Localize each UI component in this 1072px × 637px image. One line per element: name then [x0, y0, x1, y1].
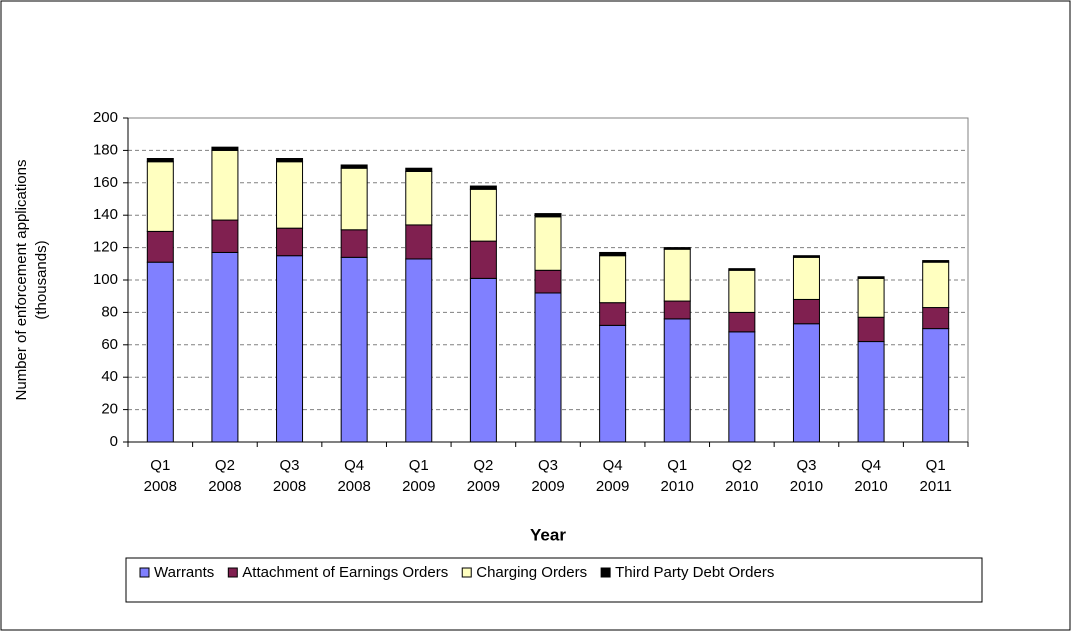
bar-segment [405, 224, 433, 260]
bar-segment [534, 216, 562, 271]
x-tick-label: Q2 2008 [208, 457, 241, 495]
y-axis-title: Number of enforcement applications [13, 160, 30, 401]
bar-segment [792, 256, 820, 300]
bar-segment [405, 170, 433, 226]
y-tick-label: 160 [93, 174, 118, 191]
bar-segment [276, 158, 304, 163]
bar-segment [922, 328, 950, 443]
bar-segment [857, 316, 885, 343]
bar-segment [405, 258, 433, 443]
bar-segment [599, 255, 627, 304]
legend-swatch [139, 567, 150, 578]
bar-segment [857, 277, 885, 318]
bar-segment [792, 323, 820, 443]
legend-label: Attachment of Earnings Orders [242, 564, 448, 581]
legend-label: Warrants [154, 564, 214, 581]
y-tick-label: 120 [93, 239, 118, 256]
legend-label: Charging Orders [476, 564, 587, 581]
x-tick-label: Q3 2008 [273, 457, 306, 495]
bar-segment [469, 240, 497, 279]
x-tick-label: Q1 2010 [661, 457, 694, 495]
x-tick-label: Q4 2008 [337, 457, 370, 495]
bar-segment [728, 268, 756, 271]
bar-segment [340, 229, 368, 258]
x-tick-label: Q1 2011 [920, 457, 952, 495]
bar-segment [146, 261, 174, 443]
bar-segment [146, 161, 174, 232]
bar-segment [405, 167, 433, 172]
bar-segment [276, 255, 304, 443]
bar-segment [534, 292, 562, 443]
bar-segment [211, 219, 239, 253]
x-tick-label: Q3 2010 [790, 457, 823, 495]
y-axis-title: (thousands) [33, 240, 50, 319]
bar-segment [276, 227, 304, 257]
bar-segment [922, 261, 950, 309]
bar-segment [663, 300, 691, 320]
x-tick-label: Q4 2010 [854, 457, 887, 495]
bar-segment [534, 213, 562, 218]
bar-segment [857, 341, 885, 443]
bar-segment [340, 256, 368, 443]
legend-swatch [461, 567, 472, 578]
bar-segment [728, 311, 756, 333]
bar-segment [663, 247, 691, 250]
bar-segment [534, 269, 562, 294]
bar-segment [146, 158, 174, 163]
legend-swatch [227, 567, 238, 578]
y-tick-label: 200 [93, 109, 118, 126]
bar-segment [663, 248, 691, 302]
bar-segment [340, 164, 368, 169]
x-tick-label: Q1 2008 [144, 457, 177, 495]
bar-segment [792, 255, 820, 258]
bar-segment [728, 331, 756, 443]
bar-segment [146, 230, 174, 263]
bar-segment [276, 161, 304, 229]
bar-segment [469, 277, 497, 443]
bar-segment [469, 185, 497, 190]
bar-segment [857, 276, 885, 279]
y-tick-label: 140 [93, 206, 118, 223]
y-tick-label: 60 [101, 336, 118, 353]
bar-segment [922, 260, 950, 263]
legend [125, 557, 983, 603]
bar-segment [340, 167, 368, 231]
bar-segment [599, 302, 627, 326]
y-tick-label: 100 [93, 271, 118, 288]
y-tick-label: 180 [93, 141, 118, 158]
y-tick-label: 0 [110, 433, 118, 450]
y-tick-label: 80 [101, 303, 118, 320]
bar-segment [211, 149, 239, 221]
x-tick-label: Q3 2009 [531, 457, 564, 495]
bar-segment [663, 318, 691, 443]
bar-segment [792, 298, 820, 325]
bar-segment [599, 251, 627, 257]
x-tick-label: Q2 2010 [725, 457, 758, 495]
x-tick-label: Q1 2009 [402, 457, 435, 495]
bar-segment [922, 307, 950, 330]
bar-segment [469, 188, 497, 242]
x-tick-label: Q2 2009 [467, 457, 500, 495]
legend-swatch [600, 567, 611, 578]
bar-segment [599, 324, 627, 443]
y-tick-label: 20 [101, 401, 118, 418]
bar-segment [211, 251, 239, 443]
legend-label: Third Party Debt Orders [615, 564, 774, 581]
bar-segment [211, 146, 239, 151]
x-axis-title: Year [530, 525, 566, 544]
y-tick-label: 40 [101, 368, 118, 385]
x-tick-label: Q4 2009 [596, 457, 629, 495]
bar-segment [728, 269, 756, 313]
